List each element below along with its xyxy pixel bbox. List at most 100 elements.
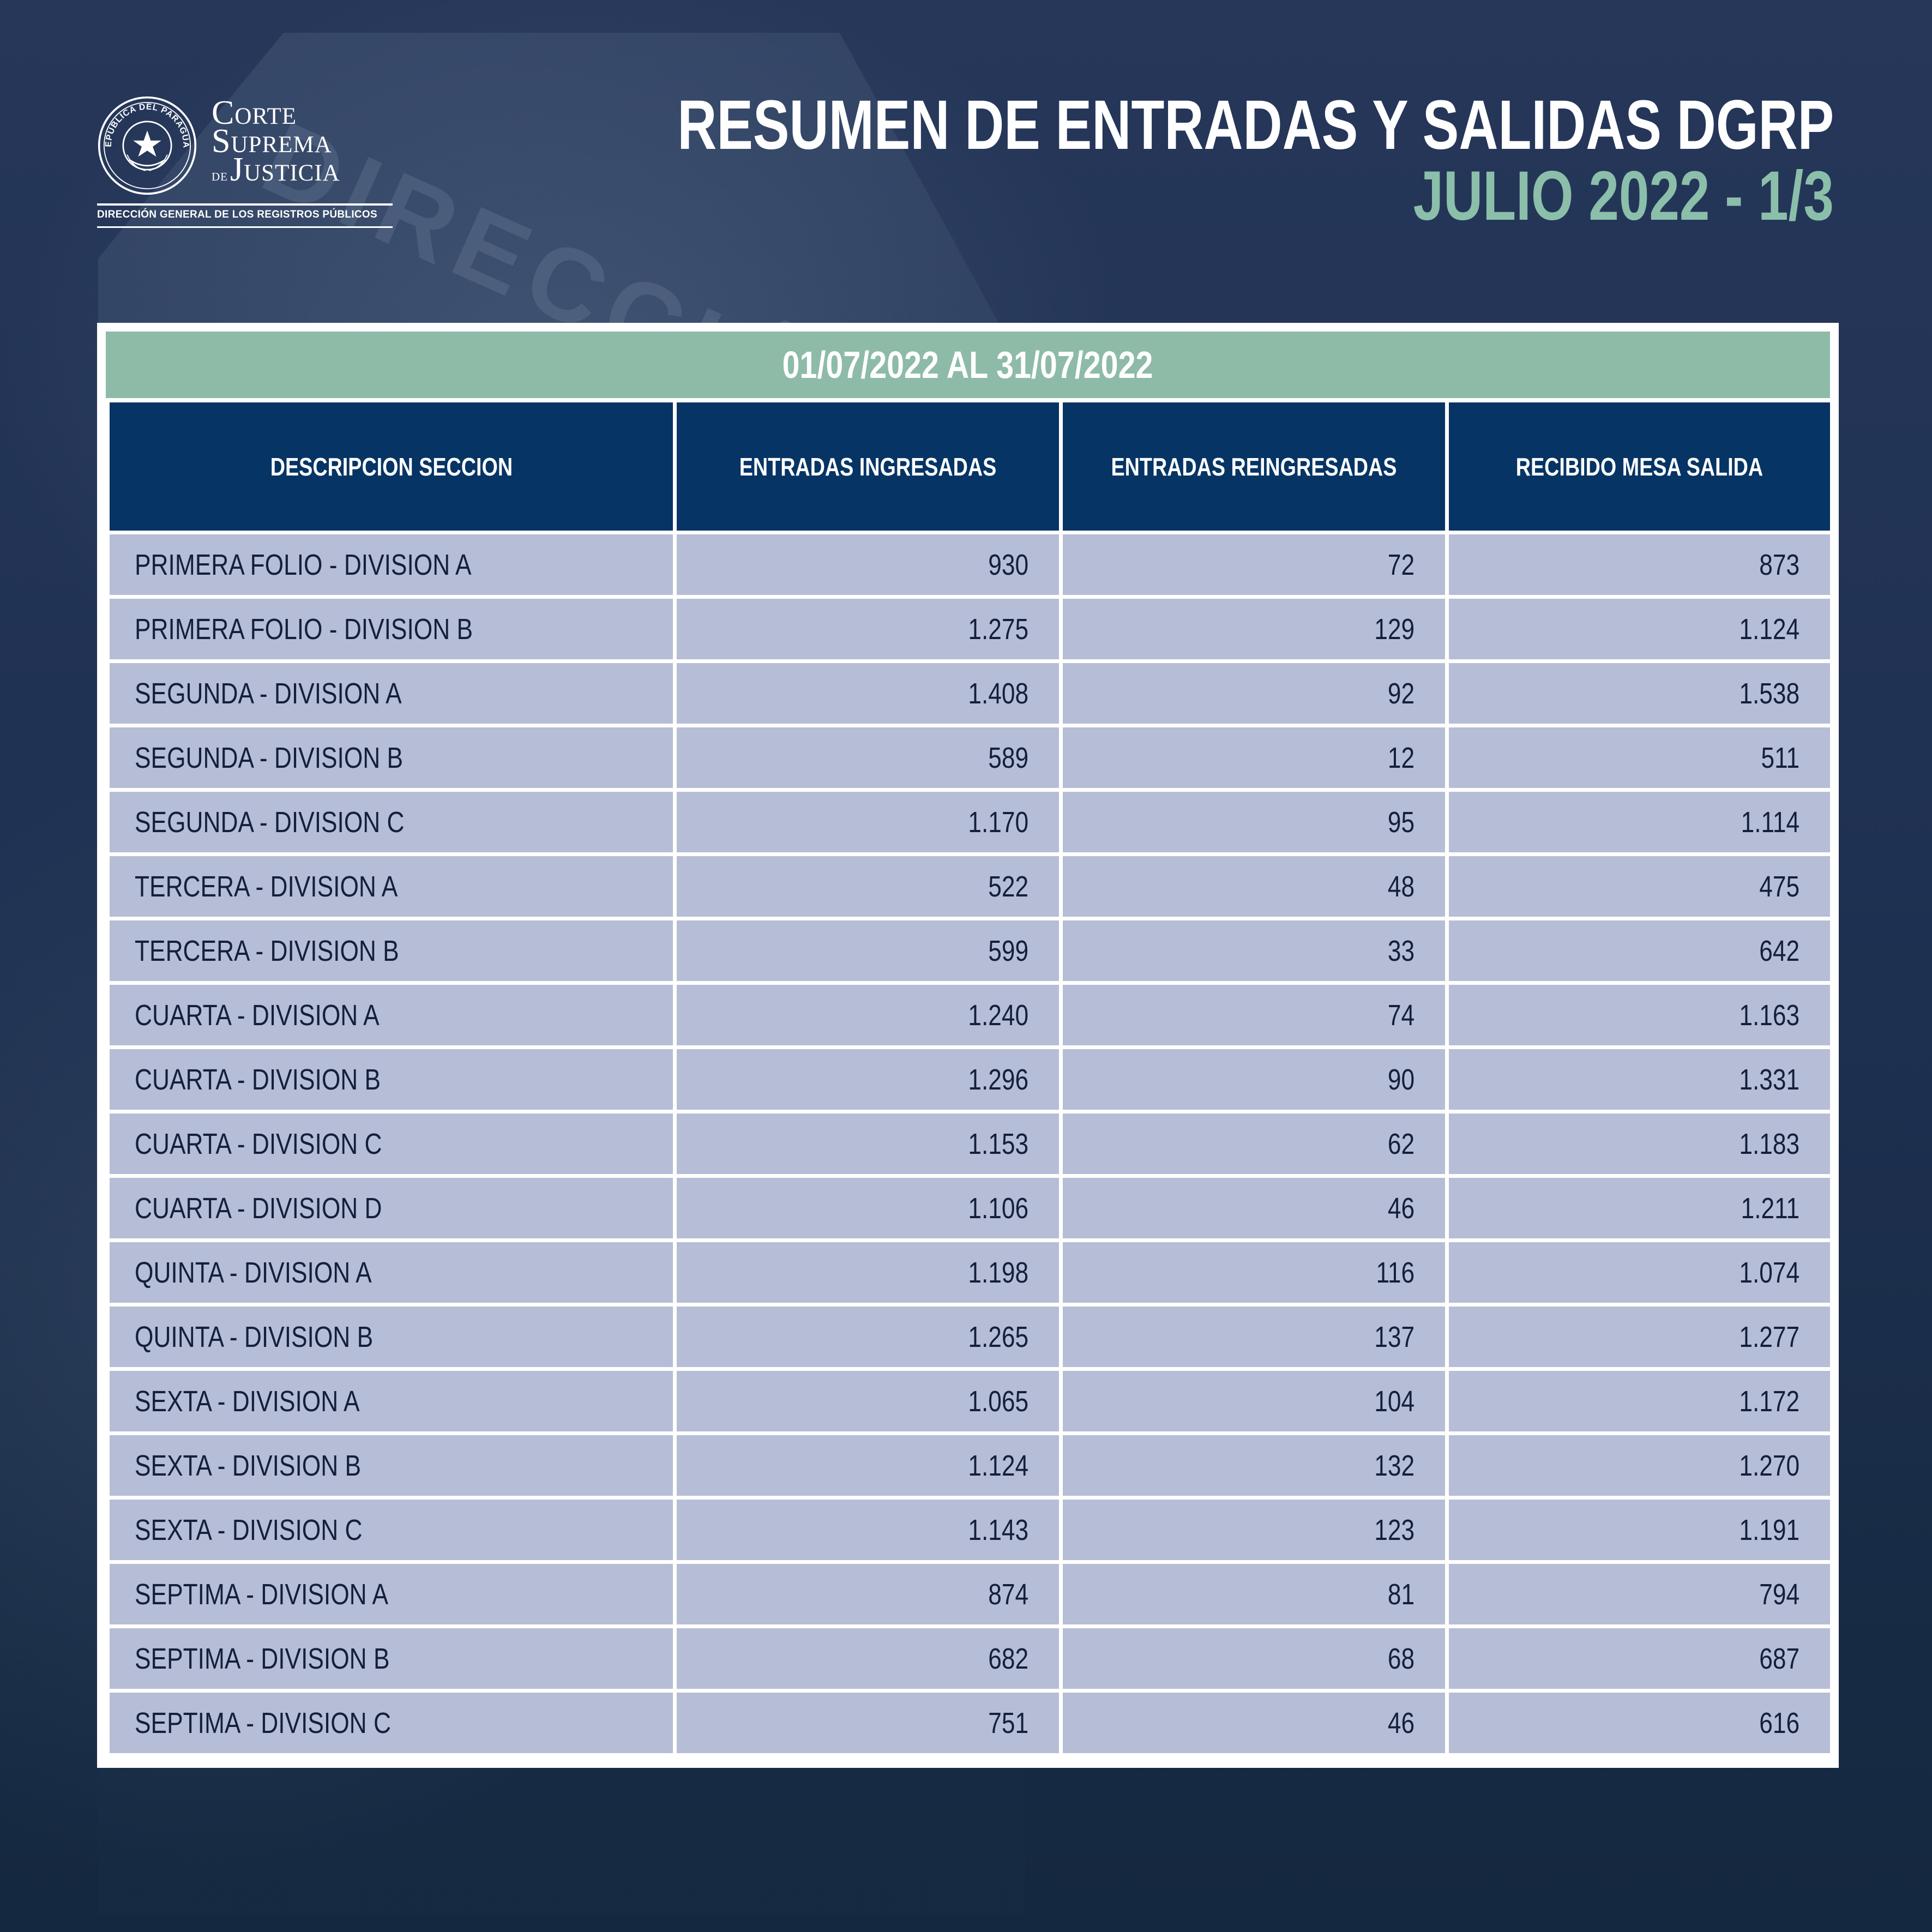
section-name: SEPTIMA - DIVISION A: [135, 1578, 389, 1611]
table-row: TERCERA - DIVISION A 522 48 475: [106, 852, 1834, 920]
logo-subtitle: DIRECCIÓN GENERAL DE LOS REGISTROS PÚBLI…: [97, 209, 377, 220]
value: 1.275: [968, 612, 1028, 646]
value: 1.153: [968, 1127, 1028, 1160]
column-header-entradas-reingresadas: ENTRADAS REINGRESADAS: [1059, 398, 1449, 534]
value-cell: 1.211: [1445, 1174, 1834, 1242]
value-cell: 68: [1059, 1624, 1449, 1693]
value-cell: 12: [1059, 724, 1449, 792]
value-cell: 92: [1059, 659, 1449, 727]
page-subtitle: JULIO 2022 - 1/3: [1413, 157, 1834, 235]
value-cell: 123: [1059, 1496, 1449, 1564]
value-cell: 1.538: [1445, 659, 1834, 727]
institution-logo: REPÚBLICA DEL PARAGUAY Corte Suprema deJ…: [97, 95, 394, 232]
value-cell: 1.240: [673, 981, 1063, 1049]
value-cell: 642: [1445, 917, 1834, 985]
value-cell: 1.124: [673, 1431, 1063, 1500]
section-name-cell: CUARTA - DIVISION C: [106, 1110, 677, 1178]
column-header-label: RECIBIDO MESA SALIDA: [1515, 452, 1764, 481]
value-cell: 81: [1059, 1560, 1449, 1628]
column-header-descripcion: DESCRIPCION SECCION: [106, 398, 677, 534]
table-row: SEXTA - DIVISION B 1.124 132 1.270: [106, 1431, 1834, 1500]
value: 1.114: [1741, 805, 1799, 839]
value-cell: 48: [1059, 852, 1449, 920]
section-name: CUARTA - DIVISION C: [135, 1127, 382, 1160]
table-row: PRIMERA FOLIO - DIVISION B 1.275 129 1.124: [106, 595, 1834, 663]
value: 874: [988, 1578, 1028, 1611]
section-name: CUARTA - DIVISION D: [135, 1191, 382, 1225]
value: 123: [1374, 1513, 1415, 1546]
value: 1.106: [968, 1191, 1028, 1225]
logo-word-de: de: [212, 166, 228, 184]
table-row: PRIMERA FOLIO - DIVISION A 930 72 873: [106, 531, 1834, 599]
value: 104: [1374, 1385, 1415, 1418]
value: 930: [988, 548, 1028, 581]
value: 682: [988, 1642, 1028, 1675]
period-label: 01/07/2022 AL 31/07/2022: [783, 344, 1153, 386]
value-cell: 1.277: [1445, 1303, 1834, 1371]
value-cell: 1.270: [1445, 1431, 1834, 1500]
value-cell: 1.124: [1445, 595, 1834, 663]
value: 1.170: [968, 805, 1028, 839]
column-header-label: ENTRADAS INGRESADAS: [739, 452, 997, 481]
table-header-row: DESCRIPCION SECCION ENTRADAS INGRESADAS …: [106, 398, 1834, 534]
section-name: SEGUNDA - DIVISION C: [135, 805, 405, 839]
section-name-cell: QUINTA - DIVISION B: [106, 1303, 677, 1371]
period-bar: 01/07/2022 AL 31/07/2022: [106, 332, 1830, 398]
value: 1.270: [1739, 1449, 1799, 1482]
value: 1.296: [968, 1063, 1028, 1096]
table-row: TERCERA - DIVISION B 599 33 642: [106, 917, 1834, 985]
table-row: QUINTA - DIVISION A 1.198 116 1.074: [106, 1238, 1834, 1307]
value: 46: [1387, 1706, 1415, 1740]
section-name-cell: SEPTIMA - DIVISION C: [106, 1689, 677, 1757]
value-cell: 511: [1445, 724, 1834, 792]
value: 1.265: [968, 1320, 1028, 1353]
column-header-entradas-ingresadas: ENTRADAS INGRESADAS: [673, 398, 1063, 534]
value-cell: 132: [1059, 1431, 1449, 1500]
column-header-label: DESCRIPCION SECCION: [270, 452, 513, 481]
section-name: PRIMERA FOLIO - DIVISION B: [135, 612, 473, 646]
logo-line-suprema: Suprema: [212, 123, 332, 160]
value-cell: 1.074: [1445, 1238, 1834, 1307]
section-name-cell: SEPTIMA - DIVISION B: [106, 1624, 677, 1693]
value-cell: 129: [1059, 595, 1449, 663]
value: 511: [1761, 741, 1799, 774]
summary-table-panel: 01/07/2022 AL 31/07/2022 DESCRIPCION SEC…: [97, 323, 1839, 1768]
value: 1.172: [1739, 1385, 1799, 1418]
section-name-cell: SEXTA - DIVISION A: [106, 1367, 677, 1435]
value: 1.211: [1741, 1191, 1799, 1225]
value-cell: 46: [1059, 1174, 1449, 1242]
section-name-cell: SEXTA - DIVISION B: [106, 1431, 677, 1500]
value-cell: 1.065: [673, 1367, 1063, 1435]
value: 687: [1759, 1642, 1799, 1675]
value: 92: [1387, 677, 1415, 710]
section-name: SEXTA - DIVISION A: [135, 1385, 360, 1418]
section-name-cell: PRIMERA FOLIO - DIVISION A: [106, 531, 677, 599]
value: 751: [988, 1706, 1028, 1740]
value-cell: 46: [1059, 1689, 1449, 1757]
value-cell: 1.143: [673, 1496, 1063, 1564]
value-cell: 62: [1059, 1110, 1449, 1178]
table-row: CUARTA - DIVISION D 1.106 46 1.211: [106, 1174, 1834, 1242]
section-name: SEXTA - DIVISION B: [135, 1449, 362, 1482]
value: 522: [988, 870, 1028, 903]
logo-divider-bottom: [97, 226, 393, 228]
value: 1.408: [968, 677, 1028, 710]
section-name: SEGUNDA - DIVISION A: [135, 677, 402, 710]
value: 1.240: [968, 998, 1028, 1032]
value: 475: [1759, 870, 1799, 903]
section-name-cell: PRIMERA FOLIO - DIVISION B: [106, 595, 677, 663]
table-body: PRIMERA FOLIO - DIVISION A 930 72 873 PRIMER…: [106, 531, 1834, 1757]
section-name: SEGUNDA - DIVISION B: [135, 741, 404, 774]
value: 81: [1387, 1578, 1415, 1611]
section-name-cell: SEGUNDA - DIVISION C: [106, 788, 677, 856]
value: 33: [1387, 934, 1415, 967]
value: 1.143: [968, 1513, 1028, 1546]
section-name-cell: SEGUNDA - DIVISION B: [106, 724, 677, 792]
value: 137: [1374, 1320, 1415, 1353]
table-row: CUARTA - DIVISION B 1.296 90 1.331: [106, 1045, 1834, 1114]
section-name-cell: SEPTIMA - DIVISION A: [106, 1560, 677, 1628]
value: 1.277: [1739, 1320, 1799, 1353]
value-cell: 1.170: [673, 788, 1063, 856]
value: 129: [1374, 612, 1415, 646]
value-cell: 1.408: [673, 659, 1063, 727]
